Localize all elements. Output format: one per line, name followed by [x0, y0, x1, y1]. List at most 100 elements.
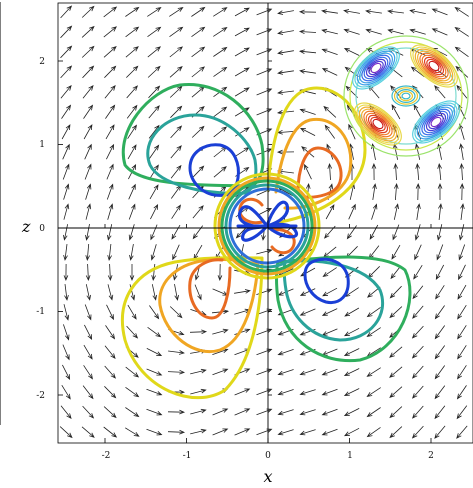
- field-arrow: [190, 408, 207, 415]
- field-arrow: [434, 85, 446, 99]
- field-arrow: [103, 26, 117, 38]
- field-arrow: [169, 46, 183, 58]
- z-tick-label: -2: [36, 391, 45, 401]
- field-arrow: [104, 386, 117, 399]
- field-arrow: [105, 124, 115, 140]
- inset-lobe-contour: [370, 116, 386, 132]
- field-arrow: [84, 304, 92, 321]
- contour-center-orange: [217, 176, 317, 276]
- field-arrow: [389, 406, 403, 419]
- field-arrow: [146, 368, 163, 376]
- field-arrow: [412, 365, 424, 379]
- contour-center-yellow: [213, 172, 321, 280]
- field-arrow: [147, 26, 162, 38]
- field-arrow: [411, 325, 424, 339]
- field-arrow: [343, 427, 360, 437]
- field-arrow: [299, 308, 316, 316]
- field-arrow: [85, 224, 90, 241]
- field-arrow: [234, 428, 251, 436]
- field-arrow: [348, 203, 356, 220]
- field-arrow: [366, 327, 381, 337]
- contour-center-green: [220, 179, 314, 273]
- field-arrow: [190, 368, 207, 375]
- inset-lobe-contour: [365, 112, 391, 136]
- field-arrow: [298, 9, 317, 15]
- field-arrow: [167, 409, 186, 415]
- field-arrow: [454, 7, 469, 17]
- inset-lobe-contour: [368, 60, 384, 76]
- contour-ll-yellow: [120, 256, 264, 400]
- inset-lobe-contour: [412, 46, 456, 86]
- field-arrow: [393, 143, 398, 160]
- field-arrow: [438, 203, 443, 220]
- inset-lobe-core: [371, 64, 381, 72]
- field-arrow: [409, 28, 426, 35]
- field-arrow: [277, 429, 294, 436]
- field-arrow: [234, 87, 250, 97]
- field-arrow: [124, 427, 140, 437]
- field-arrow: [167, 369, 186, 375]
- field-arrow: [106, 183, 114, 200]
- field-arrow: [344, 307, 360, 317]
- field-arrow: [411, 425, 424, 439]
- field-arrow: [434, 425, 446, 439]
- field-arrow: [213, 126, 228, 138]
- inset-lobe-contour: [423, 110, 449, 134]
- field-arrow: [149, 305, 160, 320]
- field-arrow: [325, 204, 335, 220]
- field-arrow: [457, 365, 467, 380]
- field-arrow: [256, 248, 273, 255]
- field-arrow: [147, 65, 161, 78]
- field-arrow: [298, 29, 317, 35]
- inset-lobe-core: [429, 62, 439, 70]
- field-arrow: [149, 184, 159, 200]
- field-arrow: [213, 27, 228, 37]
- field-arrow: [389, 386, 403, 398]
- field-arrow: [321, 348, 338, 356]
- field-arrow: [411, 345, 424, 359]
- inset-center-contour: [396, 88, 416, 103]
- field-arrow: [256, 368, 273, 376]
- field-arrow: [194, 284, 202, 301]
- field-arrow: [63, 183, 70, 200]
- inset-lobe-contour: [425, 112, 447, 132]
- field-arrow: [393, 162, 399, 181]
- field-arrow: [128, 224, 135, 241]
- field-arrow: [85, 284, 91, 301]
- field-arrow: [412, 385, 424, 399]
- contour-lobes: [120, 82, 412, 400]
- field-arrow: [174, 284, 179, 301]
- inset-center-contour: [398, 90, 414, 102]
- field-arrow: [234, 289, 251, 294]
- inset-lobe-core: [373, 120, 383, 128]
- field-arrow: [126, 85, 138, 99]
- inset-outer-ring: [355, 47, 457, 145]
- field-arrow: [212, 428, 229, 436]
- field-arrow: [127, 304, 137, 320]
- field-arrow: [457, 304, 467, 320]
- field-arrow: [415, 182, 421, 201]
- field-arrow: [460, 203, 465, 220]
- field-arrow: [369, 224, 379, 240]
- field-arrow: [147, 326, 162, 338]
- field-arrow: [343, 408, 360, 417]
- field-arrow: [84, 143, 92, 160]
- field-arrow: [389, 285, 402, 299]
- field-arrow: [234, 27, 250, 37]
- inset-center-contour: [401, 92, 411, 100]
- field-arrow: [85, 243, 90, 262]
- field-arrow: [83, 104, 94, 119]
- field-arrow: [387, 9, 404, 14]
- inset-lobe-contour: [419, 52, 449, 80]
- field-arrow: [454, 46, 469, 58]
- field-arrow: [415, 162, 420, 181]
- field-arrow: [85, 203, 92, 220]
- field-arrow: [82, 85, 94, 99]
- z-tick-label: -1: [36, 307, 45, 317]
- field-arrow: [169, 26, 184, 38]
- field-arrow: [62, 364, 71, 381]
- field-arrow: [412, 405, 424, 419]
- field-arrow: [106, 143, 115, 160]
- field-arrow: [59, 426, 73, 439]
- field-arrow: [107, 284, 114, 301]
